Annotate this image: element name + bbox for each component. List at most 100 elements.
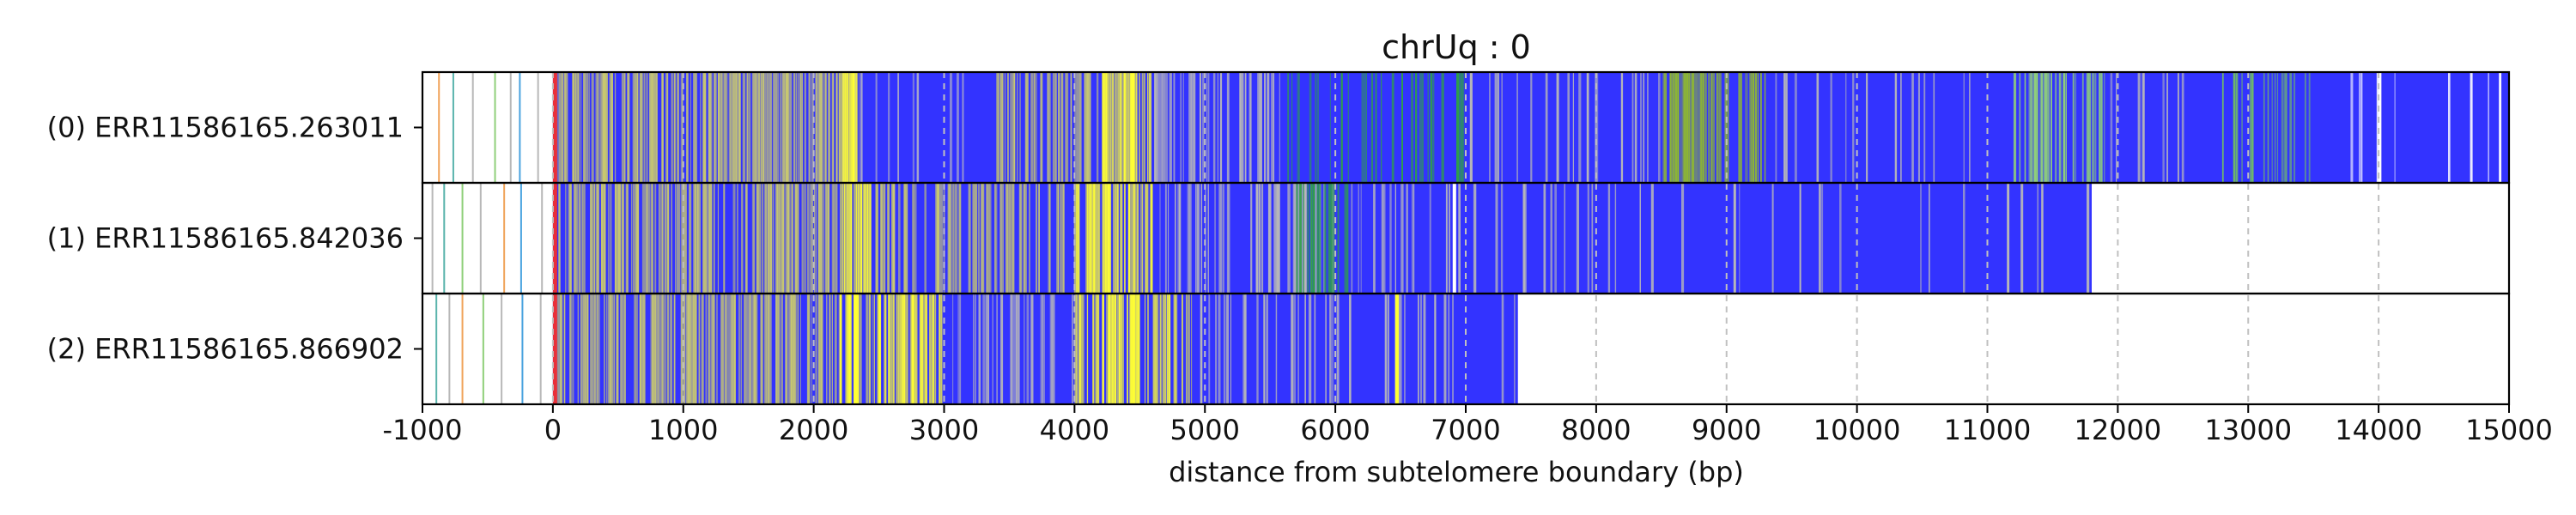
read-stripe — [789, 72, 793, 183]
read-stripe — [750, 294, 752, 404]
read-stripe — [1275, 294, 1278, 404]
read-stripe — [1260, 72, 1262, 183]
read-stripe — [1226, 294, 1229, 404]
read-stripe — [1391, 72, 1394, 183]
read-stripe — [737, 183, 738, 294]
read-stripe — [2221, 72, 2224, 183]
read-stripe — [829, 294, 831, 404]
read-stripe — [1157, 72, 1158, 183]
read-stripe — [1010, 72, 1013, 183]
read-stripe — [1291, 294, 1294, 404]
read-stripe — [652, 294, 654, 404]
read-stripe — [898, 294, 901, 404]
read-stripe — [746, 72, 748, 183]
read-stripe — [1107, 72, 1110, 183]
read-stripe — [665, 72, 668, 183]
read-stripe — [1157, 72, 1161, 183]
read-stripe — [655, 294, 659, 404]
read-stripe — [820, 72, 823, 183]
read-stripe — [1501, 72, 1503, 183]
read-stripe — [1422, 72, 1424, 183]
read-stripe — [923, 294, 926, 404]
read-stripe — [641, 294, 644, 404]
read-stripe — [609, 294, 612, 404]
read-stripe — [1325, 294, 1327, 404]
read-stripe — [2488, 72, 2489, 183]
read-stripe — [1387, 294, 1389, 404]
read-stripe — [1406, 183, 1408, 294]
read-stripe — [1332, 294, 1334, 404]
read-stripe — [1026, 294, 1030, 404]
read-stripe — [687, 294, 690, 404]
read-stripe — [868, 294, 870, 404]
read-stripe — [1132, 183, 1135, 294]
read-stripe — [776, 294, 780, 404]
read-stripe — [1816, 72, 1820, 183]
read-stripe — [799, 294, 801, 404]
read-stripe — [817, 294, 821, 404]
read-stripe — [848, 294, 851, 404]
read-stripe — [744, 294, 745, 404]
read-stripe — [577, 294, 579, 404]
read-stripe — [627, 72, 630, 183]
read-stripe — [1294, 183, 1297, 294]
read-stripe — [968, 183, 971, 294]
read-stripe — [643, 72, 646, 183]
read-stripe — [2166, 72, 2168, 183]
read-stripe — [775, 183, 779, 294]
read-stripe — [1189, 72, 1193, 183]
read-stripe — [890, 294, 892, 404]
read-stripe — [1315, 183, 1317, 294]
pre-boundary-mark — [541, 183, 544, 294]
read-stripe — [1219, 183, 1223, 294]
read-stripe — [819, 72, 823, 183]
read-stripe — [708, 294, 710, 404]
read-stripe — [1169, 72, 1172, 183]
read-stripe — [1186, 294, 1188, 404]
read-stripe — [810, 183, 812, 294]
read-stripe — [999, 183, 1002, 294]
read-stripe — [1107, 294, 1109, 404]
read-stripe — [1296, 183, 1298, 294]
read-stripe — [694, 183, 696, 294]
read-stripe — [1398, 294, 1401, 404]
read-stripe — [665, 183, 667, 294]
read-stripe — [1669, 72, 1672, 183]
read-stripe — [834, 294, 837, 404]
read-stripe — [794, 183, 798, 294]
read-stripe — [741, 183, 744, 294]
read-stripe — [757, 72, 761, 183]
read-stripe — [1200, 183, 1203, 294]
x-tick-label: 2000 — [779, 414, 848, 446]
read-stripe — [1127, 294, 1128, 404]
read-stripe — [843, 72, 847, 183]
read-stripe — [1134, 294, 1138, 404]
read-stripe — [1042, 294, 1045, 404]
read-stripe — [726, 72, 728, 183]
read-stripe — [569, 183, 572, 294]
read-stripe — [689, 294, 692, 404]
read-stripe — [1587, 183, 1589, 294]
read-stripe — [2028, 72, 2031, 183]
read-stripe — [1545, 72, 1548, 183]
read-stripe — [833, 72, 835, 183]
read-stripe — [1783, 72, 1786, 183]
pre-boundary-mark — [494, 72, 496, 183]
read-stripe — [586, 294, 588, 404]
read-stripe — [1151, 183, 1153, 294]
read-stripe — [570, 183, 572, 294]
read-stripe — [762, 294, 763, 404]
read-stripe — [1177, 183, 1180, 294]
read-stripe — [1129, 183, 1133, 294]
read-stripe — [2499, 72, 2502, 183]
read-stripe — [757, 183, 759, 294]
read-stripe — [1463, 72, 1465, 183]
read-stripe — [684, 183, 687, 294]
read-stripe — [556, 294, 559, 404]
read-stripe — [911, 294, 914, 404]
read-stripe — [2075, 72, 2076, 183]
read-stripe — [1118, 294, 1121, 404]
read-stripe — [696, 183, 699, 294]
x-tick-label: 8000 — [1561, 414, 1631, 446]
